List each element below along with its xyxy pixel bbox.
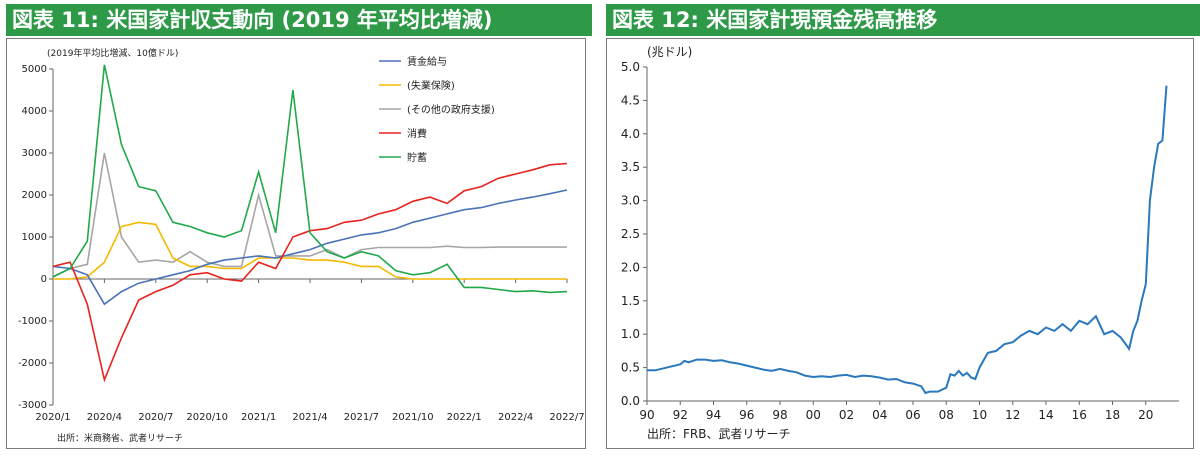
x-tick-label: 18 xyxy=(1105,408,1120,422)
x-tick-label: 02 xyxy=(839,408,854,422)
series-lines xyxy=(647,85,1168,395)
x-tick-label: 2021/7 xyxy=(344,412,379,423)
y-tick-label: -2000 xyxy=(18,358,47,369)
series-lines xyxy=(52,64,568,383)
unit-label: (2019年平均比増減、10億ドル) xyxy=(47,47,178,59)
x-tick-label: 2020/10 xyxy=(186,412,228,423)
y-tick-label: 3000 xyxy=(22,148,47,159)
y-tick-label: 0 xyxy=(41,274,47,285)
y-tick-label: 4.0 xyxy=(621,127,640,141)
x-tick-label: 08 xyxy=(939,408,954,422)
axes xyxy=(646,67,1179,402)
series-line xyxy=(52,64,568,294)
legend-label: 消費 xyxy=(407,127,427,140)
y-tick-label: 2.0 xyxy=(621,260,640,274)
cash-deposit-chart: (兆ドル) 5.04.54.03.53.02.52.01.51.00.50.0 … xyxy=(621,45,1179,441)
x-tick-label: 94 xyxy=(706,408,721,422)
y-tick-label: 5000 xyxy=(22,64,47,75)
chart-title: 図表 12: 米国家計現預金残高推移 xyxy=(606,4,1200,36)
y-tick-label: 3.0 xyxy=(621,194,640,208)
axes xyxy=(52,69,567,405)
x-tick-label: 14 xyxy=(1038,408,1053,422)
series-line xyxy=(52,162,568,383)
unit-label: (兆ドル) xyxy=(647,45,692,59)
y-tick-label: 2000 xyxy=(22,190,47,201)
y-axis-ticks: 5000 4000 3000 2000 1000 0 -1000 -2000 -3000 xyxy=(18,64,53,411)
series-line xyxy=(647,85,1168,395)
x-tick-label: 92 xyxy=(673,408,688,422)
x-axis-ticks: 2020/1 2020/4 2020/7 2020/10 2021/1 2021/4 202… xyxy=(35,279,585,423)
y-tick-label: -1000 xyxy=(18,316,47,327)
x-tick-label: 2020/1 xyxy=(35,412,70,423)
x-tick-label: 00 xyxy=(806,408,821,422)
y-tick-label: 3.5 xyxy=(621,160,640,174)
y-tick-label: 5.0 xyxy=(621,60,640,74)
x-tick-label: 2021/1 xyxy=(241,412,276,423)
x-tick-label: 2020/4 xyxy=(87,412,122,423)
y-tick-label: 0.5 xyxy=(621,361,640,375)
x-tick-label: 98 xyxy=(772,408,787,422)
x-tick-label: 12 xyxy=(1005,408,1020,422)
legend-label: 貯蓄 xyxy=(407,152,427,164)
cash-deposit-panel: 図表 12: 米国家計現預金残高推移 (兆ドル) 5.0 4.5 4.0 3.5 3.0… xyxy=(603,0,1200,455)
y-axis-ticks: 5.0 4.5 4.0 3.5 3.0 2.5 2.0 1.5 1.0 0.5 0.0 xyxy=(621,60,647,408)
income-expense-panel: 図表 11: 米国家計収支動向 (2019 年平均比増減) (2019年平均比増… xyxy=(0,0,592,455)
y-tick-label: 1.5 xyxy=(621,294,640,308)
legend-label: 賃金給与 xyxy=(407,55,447,68)
source-note: 出所：FRB、武者リサーチ xyxy=(647,427,790,441)
x-tick-label: 2022/1 xyxy=(447,412,482,423)
x-tick-label: 2021/10 xyxy=(392,412,434,423)
y-tick-label: 1.0 xyxy=(621,327,640,341)
series-line xyxy=(53,221,567,280)
legend-label: (その他の政府支援) xyxy=(407,103,495,116)
chart-frame: (2019年平均比増減、10億ドル) 5000 4000 3000 2000 1000 0… xyxy=(6,38,586,449)
y-tick-label: 1000 xyxy=(22,232,47,243)
y-tick-label: 2.5 xyxy=(621,227,640,241)
x-tick-label: 2021/4 xyxy=(292,412,327,423)
x-axis-ticks: 90 92 94 96 98 00 02 04 06 08 10 12 14 16 18 20 xyxy=(639,401,1153,422)
x-tick-label: 04 xyxy=(872,408,887,422)
chart-title: 図表 11: 米国家計収支動向 (2019 年平均比増減) xyxy=(6,4,592,36)
x-tick-label: 16 xyxy=(1072,408,1087,422)
y-tick-label: 4.5 xyxy=(621,93,640,107)
chart-frame: (兆ドル) 5.0 4.5 4.0 3.5 3.0 2.5 2.0 1.5 1.0 0.5 0.0 … xyxy=(606,38,1194,449)
income-expense-chart: (2019年平均比増減、10億ドル) 5000 4000 3000 2000 1000 0… xyxy=(18,47,585,444)
x-tick-label: 20 xyxy=(1138,408,1153,422)
y-tick-label: 4000 xyxy=(22,106,47,117)
series-line xyxy=(52,152,567,278)
x-tick-label: 2020/7 xyxy=(138,412,173,423)
x-tick-label: 90 xyxy=(639,408,654,422)
x-tick-label: 96 xyxy=(739,408,754,422)
x-tick-label: 10 xyxy=(972,408,987,422)
x-tick-label: 06 xyxy=(905,408,920,422)
y-tick-label: 0.0 xyxy=(621,394,640,408)
series-line xyxy=(52,189,568,306)
x-tick-label: 2022/7 xyxy=(549,412,584,423)
y-tick-label: -3000 xyxy=(18,400,47,411)
legend-label: (失業保険) xyxy=(407,79,455,92)
source-note: 出所：米商務省、武者リサーチ xyxy=(57,432,183,444)
x-tick-label: 2022/4 xyxy=(498,412,533,423)
